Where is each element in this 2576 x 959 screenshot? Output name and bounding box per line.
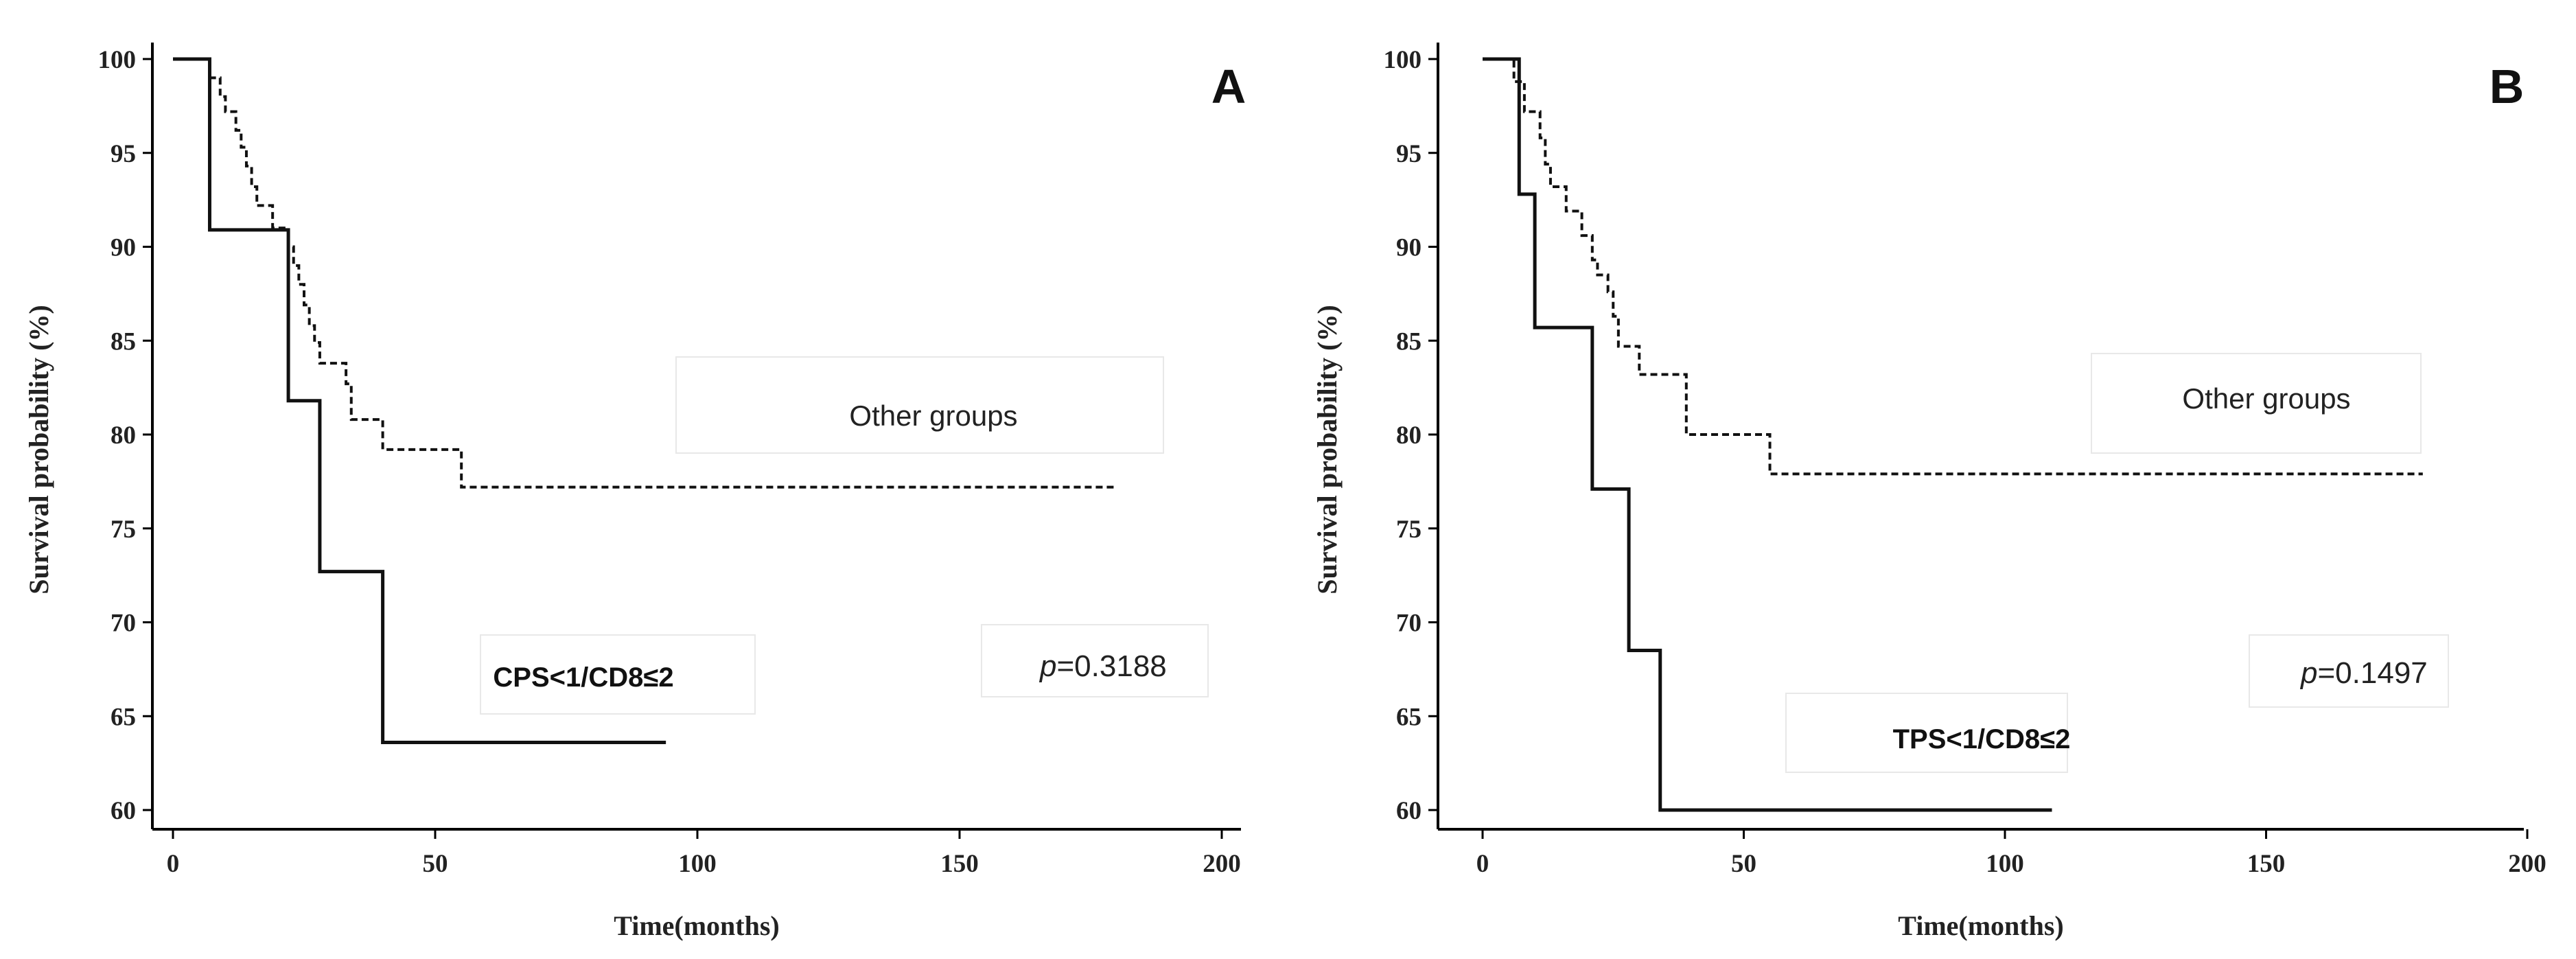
label-box: [2091, 353, 2422, 454]
p-value-label: p=0.1497: [2299, 656, 2428, 690]
y-tick-label: 90: [1396, 234, 1422, 262]
chart-a-axes: [151, 43, 1241, 831]
chart-b-label-boxes: [1785, 353, 2449, 773]
x-tick-label: 50: [423, 850, 448, 878]
p-value: =0.3188: [1056, 649, 1166, 683]
x-tick-label: 200: [2508, 850, 2546, 878]
y-tick-label: 85: [111, 327, 136, 356]
survival-curve-other-groups: [173, 58, 1117, 489]
y-tick-label: 95: [1396, 140, 1422, 168]
series-label-other-groups: Other groups: [2182, 382, 2350, 415]
series-label-other-groups: Other groups: [849, 400, 1017, 432]
y-tick-label: 75: [111, 516, 136, 544]
p-value-label: p=0.3188: [1038, 649, 1167, 683]
y-tick-label: 75: [1396, 516, 1422, 544]
chart-a-svg: 60 65 70 75 80 85 90 95 100 0 50 100 150 200 Time(mont…: [23, 43, 1246, 941]
x-tick-label: 0: [1476, 850, 1489, 878]
y-tick-label: 65: [1396, 703, 1422, 731]
x-tick-label: 50: [1731, 850, 1756, 878]
y-tick-label: 65: [111, 703, 136, 731]
y-tick-label: 70: [1396, 610, 1422, 638]
y-tick-label: 85: [1396, 327, 1422, 356]
chart-a-label-boxes: [480, 356, 1209, 715]
chart-a-labels: A Other groups CPS<1/CD8≤2 p=0.3188: [493, 60, 1246, 693]
series-label-target-group: TPS<1/CD8≤2: [1893, 724, 2071, 754]
y-tick-label: 100: [98, 46, 137, 74]
label-box: [981, 624, 1209, 697]
label-box: [2249, 634, 2449, 708]
y-tick-label: 60: [1396, 797, 1422, 825]
y-axis-title: Survival probability (%): [23, 305, 54, 594]
series-label-target-group: CPS<1/CD8≤2: [493, 662, 673, 693]
chart-a-series: [173, 57, 1117, 745]
y-tick-label: 100: [1384, 46, 1422, 74]
x-tick-label: 150: [940, 850, 979, 878]
chart-panel-a: 60 65 70 75 80 85 90 95 100 0 50 100 150 200 Time(mont…: [23, 43, 1246, 941]
x-axis-title: Time(months): [614, 910, 779, 941]
label-box: [480, 634, 756, 715]
p-symbol: p: [2299, 656, 2317, 690]
survival-curve-other-groups: [1483, 58, 2423, 476]
p-value: =0.1497: [2317, 656, 2427, 690]
chart-a-ticks: 60 65 70 75 80 85 90 95 100 0 50 100 150 200 Time(mont…: [23, 46, 1241, 941]
chart-b-svg: 60 65 70 75 80 85 90 95 100 0 50 100 150 200 Time(mont…: [1312, 43, 2546, 941]
label-box: [1785, 693, 2068, 773]
x-tick-label: 150: [2247, 850, 2286, 878]
y-tick-label: 80: [111, 421, 136, 450]
y-axis-title: Survival probability (%): [1312, 305, 1343, 594]
x-axis-title: Time(months): [1898, 910, 2063, 941]
y-tick-label: 90: [111, 234, 136, 262]
panel-letter: A: [1211, 60, 1246, 113]
x-tick-label: 100: [678, 850, 717, 878]
x-tick-label: 100: [1986, 850, 2024, 878]
label-box: [675, 356, 1164, 454]
y-tick-label: 80: [1396, 421, 1422, 450]
survival-curve-target-group: [1483, 57, 2052, 812]
p-symbol: p: [1038, 649, 1056, 683]
y-tick-label: 95: [111, 140, 136, 168]
chart-panel-b: 60 65 70 75 80 85 90 95 100 0 50 100 150 200 Time(mont…: [1288, 0, 2576, 959]
chart-b-series: [1483, 57, 2423, 812]
x-tick-label: 200: [1203, 850, 1241, 878]
chart-b-ticks: 60 65 70 75 80 85 90 95 100 0 50 100 150 200 Time(mont…: [1312, 46, 2546, 941]
x-tick-label: 0: [167, 850, 180, 878]
y-tick-label: 70: [111, 610, 136, 638]
survival-curve-target-group: [173, 57, 666, 745]
chart-b-axes: [1437, 43, 2524, 831]
panel-letter: B: [2490, 60, 2525, 113]
chart-b-labels: B Other groups TPS<1/CD8≤2 p=0.1497: [1893, 60, 2525, 754]
y-tick-label: 60: [111, 797, 136, 825]
